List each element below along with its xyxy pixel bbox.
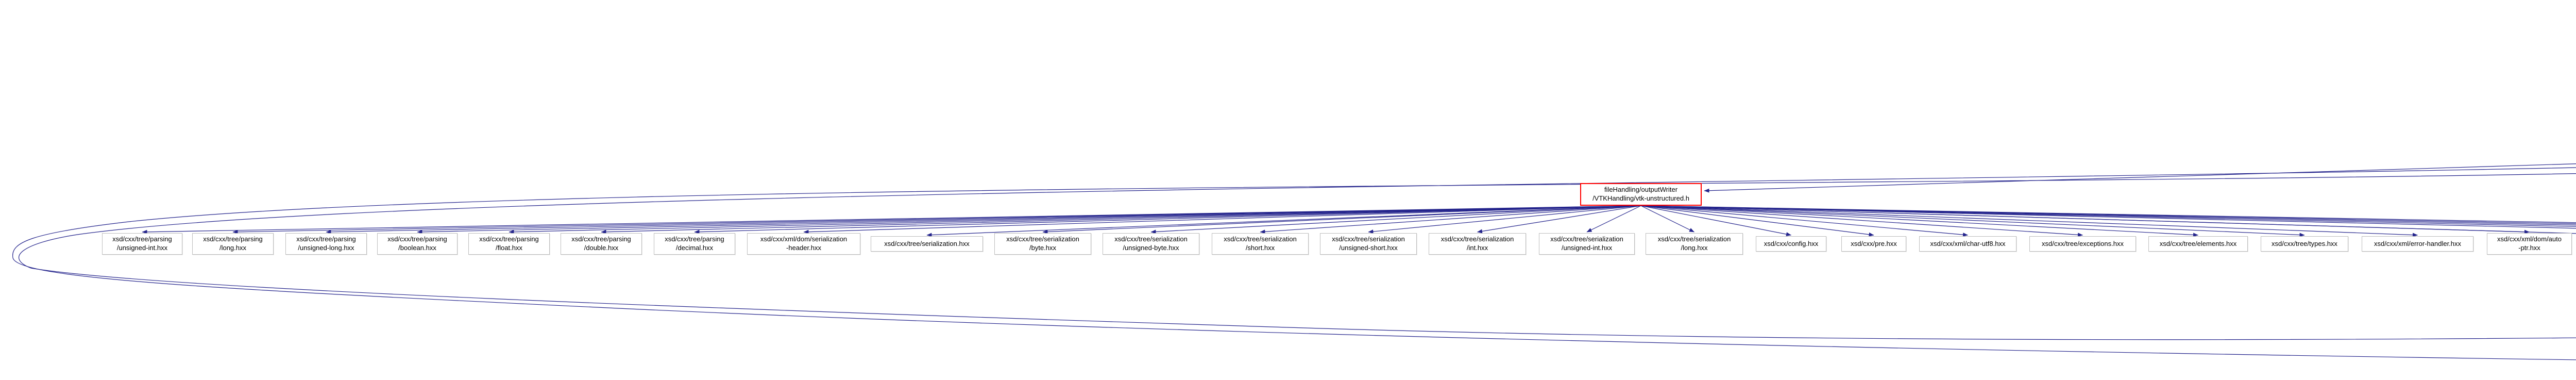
node-label-line: xsd/cxx/tree/parsing [665, 235, 724, 243]
graph-node-xsd20: xsd/cxx/tree/exceptions.hxx [2029, 236, 2136, 252]
include-edge-hub-to-xsd26 [1640, 205, 2576, 229]
graph-node-xsd11: xsd/cxx/tree/serialization/unsigned-byte… [1103, 233, 1199, 255]
node-label-line: /unsigned-byte.hxx [1123, 244, 1179, 252]
node-label-line: xsd/cxx/tree/parsing [203, 235, 263, 243]
graph-node-hub[interactable]: fileHandling/outputWriter/VTKHandling/vt… [1580, 183, 1702, 206]
graph-node-xsd17: xsd/cxx/config.hxx [1756, 236, 1826, 252]
graph-node-xsd14: xsd/cxx/tree/serialization/int.hxx [1429, 233, 1526, 255]
node-label-line: xsd/cxx/tree/serialization.hxx [884, 239, 970, 247]
node-label-line: xsd/cxx/tree/types.hxx [2272, 239, 2337, 247]
include-edge-hub-to-xsd12 [1260, 205, 1641, 234]
include-edge-vtkwriter-to-hub [1704, 163, 2576, 193]
node-label-line: /short.hxx [1245, 244, 1275, 252]
node-label-line: /boolean.hxx [398, 244, 436, 252]
graph-node-xsd02: xsd/cxx/tree/parsing/long.hxx [192, 233, 274, 255]
graph-node-xsd04: xsd/cxx/tree/parsing/boolean.hxx [377, 233, 457, 255]
graph-node-xsd16: xsd/cxx/tree/serialization/long.hxx [1646, 233, 1743, 255]
node-label-line: xsd/cxx/tree/serialization [1114, 235, 1188, 243]
graph-node-xsd07: xsd/cxx/tree/parsing/decimal.hxx [654, 233, 735, 255]
node-label-line: -header.hxx [786, 244, 821, 252]
graph-node-xsd08: xsd/cxx/xml/dom/serialization -header.hxx [747, 233, 860, 255]
node-label-line: /VTKHandling/vtk-unstructured.h [1592, 194, 1689, 202]
graph-node-xsd09: xsd/cxx/tree/serialization.hxx [871, 236, 983, 252]
include-edge-hub-to-xsd25 [1640, 205, 2576, 234]
node-label-line: /decimal.hxx [675, 244, 714, 252]
graph-node-xsd05: xsd/cxx/tree/parsing/float.hxx [468, 233, 550, 255]
node-label-line: xsd/cxx/tree/serialization [1224, 235, 1297, 243]
graph-node-xsd22: xsd/cxx/tree/types.hxx [2261, 236, 2348, 252]
graph-node-xsd18: xsd/cxx/pre.hxx [1841, 236, 1906, 252]
node-label-line: xsd/cxx/pre.hxx [1851, 239, 1897, 247]
include-edge-hub-to-xsd19 [1640, 205, 1968, 237]
node-label-line: xsd/cxx/xml/error-handler.hxx [2374, 239, 2462, 247]
node-label-line: /int.hxx [1466, 244, 1488, 252]
node-label-line: /double.hxx [584, 244, 619, 252]
include-edge-hub-to-xsd11 [1150, 205, 1641, 234]
include-edge-hub-to-xsd04 [417, 205, 1641, 234]
node-label-line: xsd/cxx/tree/serialization [1550, 235, 1623, 243]
node-label-line: xsd/cxx/config.hxx [1764, 239, 1819, 247]
graph-node-xsd19: xsd/cxx/xml/char-utf8.hxx [1919, 236, 2016, 252]
include-edge-hub-to-xsd03 [326, 205, 1641, 234]
node-label-line: /unsigned-int.hxx [1561, 244, 1613, 252]
node-label-line: xsd/cxx/tree/serialization [1440, 235, 1514, 243]
include-edge-hub-to-xsd08 [803, 205, 1641, 234]
node-label-line: xsd/cxx/tree/parsing [112, 235, 172, 243]
node-label-line: /long.hxx [219, 244, 247, 252]
graph-node-xsd15: xsd/cxx/tree/serialization/unsigned-int.… [1539, 233, 1635, 255]
node-label-line: /byte.hxx [1029, 244, 1057, 252]
include-edge-xyzwriter-to-sstream [12, 173, 2576, 360]
graph-node-xsd23: xsd/cxx/xml/error-handler.hxx [2362, 236, 2473, 252]
include-edge-hub-to-xsd14 [1477, 205, 1641, 234]
include-edge-hub-to-xsd02 [232, 205, 1641, 234]
node-label-line: /unsigned-int.hxx [116, 244, 168, 252]
node-label-line: /unsigned-short.hxx [1339, 244, 1398, 252]
node-label-line: xsd/cxx/tree/parsing [571, 235, 631, 243]
include-edge-hub-to-xsd05 [509, 205, 1641, 234]
node-label-line: xsd/cxx/xml/char-utf8.hxx [1930, 239, 2006, 247]
graph-node-xsd03: xsd/cxx/tree/parsing/unsigned-long.hxx [285, 233, 367, 255]
node-label-line: xsd/cxx/tree/parsing [296, 235, 356, 243]
node-label-line: /float.hxx [495, 244, 523, 252]
include-edge-hub-to-xsd20 [1640, 205, 2083, 237]
node-label-line: fileHandling/outputWriter [1604, 186, 1678, 194]
node-label-line: xsd/cxx/tree/exceptions.hxx [2042, 239, 2124, 247]
node-label-line: /unsigned-long.hxx [298, 244, 354, 252]
include-edge-hub-to-xsd30 [1640, 205, 2576, 223]
graph-node-xsd13: xsd/cxx/tree/serialization/unsigned-shor… [1320, 233, 1417, 255]
graph-node-xsd12: xsd/cxx/tree/serialization/short.hxx [1212, 233, 1309, 255]
node-label-line: xsd/cxx/tree/elements.hxx [2159, 239, 2237, 247]
node-label-line: xsd/cxx/tree/parsing [479, 235, 539, 243]
include-edge-hub-to-xsd06 [601, 205, 1641, 234]
node-label-line: /long.hxx [1681, 244, 1708, 252]
node-label-line: xsd/cxx/tree/serialization [1006, 235, 1079, 243]
include-edge-hub-to-xsd13 [1368, 205, 1641, 234]
include-edge-hub-to-xsd10 [1042, 205, 1641, 234]
node-label-line: -ptr.hxx [2518, 244, 2540, 252]
include-edge-hub-to-xsd18 [1640, 205, 1874, 237]
node-label-line: xsd/cxx/tree/serialization [1657, 235, 1731, 243]
include-edge-hub-to-xsd21 [1640, 205, 2198, 237]
node-label-line: xsd/cxx/tree/parsing [387, 235, 447, 243]
include-edge-hub-to-xsd07 [694, 205, 1641, 234]
include-edge-hub-to-xsd17 [1640, 205, 1791, 237]
include-edge-hub-to-xsd22 [1640, 205, 2305, 237]
graph-node-xsd06: xsd/cxx/tree/parsing/double.hxx [561, 233, 642, 255]
node-label-line: xsd/cxx/xml/dom/auto [2497, 235, 2562, 243]
graph-node-xsd24: xsd/cxx/xml/dom/auto -ptr.hxx [2487, 233, 2572, 255]
include-edge-hub-to-xsd27 [1640, 205, 2576, 227]
include-edge-hub-to-xsd15 [1586, 205, 1641, 233]
node-label-line: xsd/cxx/xml/dom/serialization [760, 235, 848, 243]
graph-node-xsd01: xsd/cxx/tree/parsing/unsigned-int.hxx [102, 233, 182, 255]
node-label-line: xsd/cxx/tree/serialization [1332, 235, 1405, 243]
include-edge-hub-to-xsd23 [1640, 205, 2418, 237]
include-edge-hub-to-xsd16 [1640, 205, 1694, 233]
graph-node-xsd10: xsd/cxx/tree/serialization/byte.hxx [994, 233, 1091, 255]
graph-node-xsd21: xsd/cxx/tree/elements.hxx [2148, 236, 2248, 252]
